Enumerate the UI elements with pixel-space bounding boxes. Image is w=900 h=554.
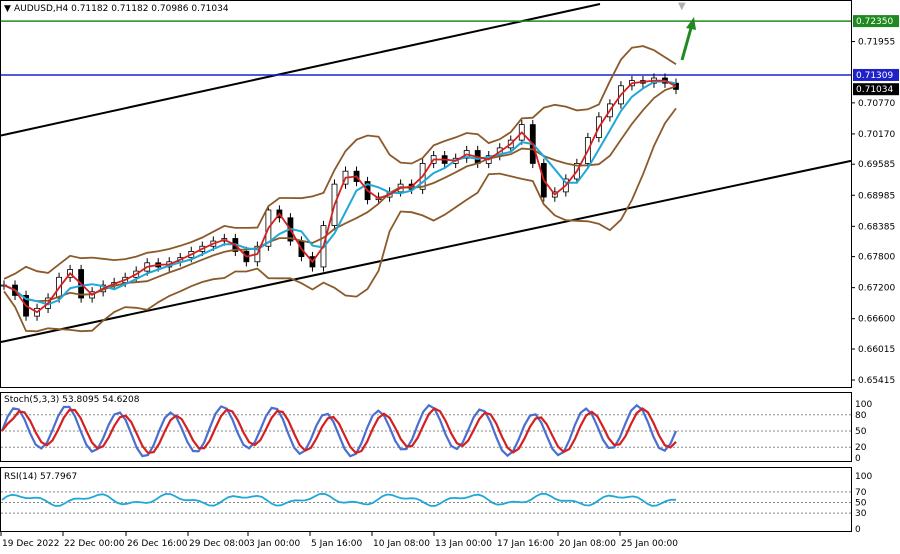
rsi-panel-frame (0, 467, 852, 532)
stoch-level-label: 80 (855, 411, 867, 421)
rsi-line (1, 492, 676, 507)
time-tick-label: 10 Jan 08:00 (373, 539, 430, 549)
rsi-level-label: 30 (855, 509, 867, 519)
stoch-panel-frame (0, 392, 852, 462)
price-tick-label: 0.67800 (858, 253, 895, 263)
stoch-level-label: 0 (855, 454, 861, 464)
stoch-label: Stoch(5,3,3) 53.8095 54.6208 (4, 395, 140, 405)
bollinger-upper (3, 45, 677, 280)
price-tick-label: 0.67200 (858, 284, 895, 294)
rsi-level-label: 0 (855, 525, 861, 535)
time-tick-label: 26 Dec 16:00 (127, 539, 188, 549)
price-tick-label: 0.66600 (858, 315, 895, 325)
price-tick-label: 0.65415 (858, 376, 895, 386)
stoch-level-label: 100 (855, 400, 872, 410)
price-badge-label: 0.71034 (856, 85, 893, 95)
main-panel-frame (0, 0, 852, 388)
bollinger-middle (3, 85, 677, 303)
bollinger-lower (3, 107, 677, 333)
symbol-header: AUDUSD,H4 0.71182 0.71182 0.70986 0.7103… (14, 4, 229, 14)
price-tick-label: 0.70770 (858, 99, 895, 109)
stoch-level-label: 20 (855, 443, 867, 453)
time-tick-label: 20 Jan 08:00 (559, 539, 616, 549)
time-axis: 19 Dec 2022 22 Dec 00:00 26 Dec 16:00 29 De… (0, 532, 678, 549)
price-tick-label: 0.69585 (858, 160, 895, 170)
time-tick-label: 17 Jan 16:00 (497, 539, 554, 549)
time-tick-label: 13 Jan 00:00 (435, 539, 492, 549)
price-badge-label: 0.71309 (856, 71, 893, 81)
price-tick-label: 0.66015 (858, 345, 895, 355)
time-tick-label: 5 Jan 16:00 (311, 539, 363, 549)
price-axis: 0.71955 0.70770 0.70170 0.69585 0.68985 0.683… (851, 15, 899, 386)
price-badge (853, 68, 899, 81)
stoch-d-line (1, 407, 677, 455)
fall-arrow-icon: ▼ (678, 1, 686, 12)
rsi-level-label: 50 (855, 499, 867, 509)
stoch-level-label: 50 (855, 427, 867, 437)
time-tick-label: 22 Dec 00:00 (64, 539, 125, 549)
ma-fast-line (3, 79, 677, 314)
time-tick-label: 3 Jan 00:00 (249, 539, 301, 549)
price-tick-label: 0.71955 (858, 38, 895, 48)
price-badge (853, 15, 899, 28)
up-arrow-icon (680, 17, 696, 61)
ma-slow-line (3, 80, 677, 306)
price-badge (853, 83, 899, 96)
rsi-label: RSI(14) 57.7967 (4, 472, 77, 482)
rsi-level-label: 100 (855, 472, 872, 482)
time-tick-label: 29 Dec 08:00 (189, 539, 250, 549)
price-badge-label: 0.72350 (856, 17, 893, 27)
price-tick-label: 0.68385 (858, 222, 895, 232)
rsi-level-label: 70 (855, 488, 867, 498)
time-tick-label: 19 Dec 2022 (2, 539, 60, 549)
main-chart (0, 3, 852, 343)
time-tick-label: 25 Jan 00:00 (621, 539, 678, 549)
header-arrow-icon: ▼ (4, 4, 11, 14)
channel-lower-line (0, 159, 852, 343)
price-tick-label: 0.68985 (858, 191, 895, 201)
channel-upper-line (0, 3, 601, 137)
price-tick-label: 0.70170 (858, 130, 895, 140)
